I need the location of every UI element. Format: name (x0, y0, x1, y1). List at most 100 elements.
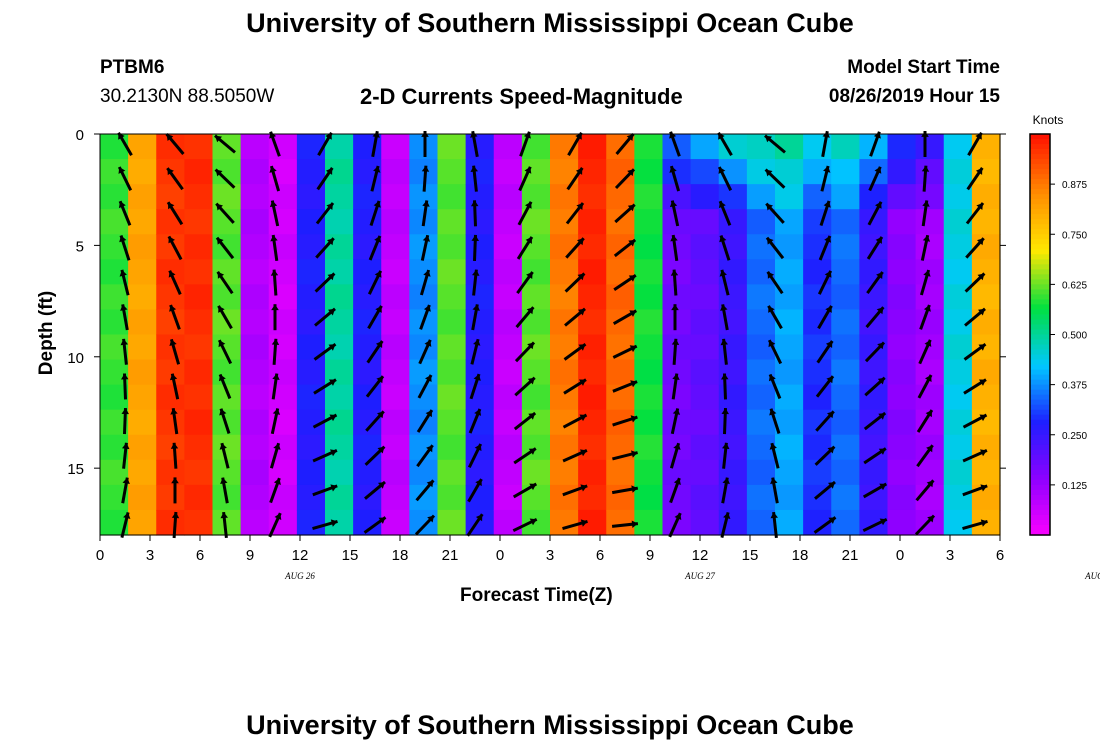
heatmap-cell (128, 384, 157, 411)
colorbar-segment (1030, 259, 1050, 265)
heatmap-cell (578, 384, 607, 411)
current-arrow-head (123, 512, 131, 519)
heatmap-cell (240, 434, 270, 461)
heatmap-cell (606, 209, 635, 235)
heatmap-cell (493, 484, 523, 511)
heatmap-cell (831, 284, 860, 311)
current-arrow-head (826, 376, 833, 384)
current-arrow-head (215, 169, 223, 177)
current-arrow-head (121, 373, 129, 380)
current-arrow-head (374, 270, 382, 278)
colorbar-tick-label: 0.625 (1062, 280, 1087, 291)
colorbar-segment (1030, 519, 1050, 526)
colorbar-segment (1030, 204, 1050, 210)
heatmap-cell (915, 159, 945, 185)
colorbar-segment (1030, 509, 1050, 516)
heatmap-cell (775, 234, 804, 260)
heatmap-cell (578, 134, 607, 160)
current-arrow-head (121, 408, 129, 415)
heatmap-cell (184, 384, 214, 411)
heatmap-cell (634, 259, 664, 285)
current-arrow-head (720, 304, 728, 311)
current-arrow-head (673, 443, 681, 450)
heatmap-cell (831, 259, 860, 285)
heatmap-cell (803, 384, 832, 411)
heatmap-cell (578, 409, 607, 436)
heatmap-cell (128, 484, 157, 511)
current-arrow-head (824, 270, 832, 278)
current-arrow-head (823, 166, 831, 173)
heatmap-cell (943, 134, 973, 160)
colorbar-segment (1030, 254, 1050, 260)
x-tick-label: 12 (292, 547, 309, 564)
heatmap-cell (296, 209, 326, 235)
heatmap-cell (550, 384, 579, 411)
heatmap-cell (268, 284, 298, 311)
current-arrow-head (217, 237, 224, 245)
heatmap-cell (606, 334, 635, 361)
heatmap-cell (859, 459, 889, 486)
heatmap-cell (634, 134, 664, 160)
heatmap-cell (971, 359, 1001, 386)
current-arrow-head (472, 304, 480, 311)
current-arrow-head (721, 373, 729, 380)
current-arrow-head (578, 344, 586, 351)
heatmap-cell (521, 359, 551, 386)
heatmap-cell (437, 134, 467, 160)
current-arrow-head (528, 413, 536, 420)
heatmap-cell (437, 509, 467, 536)
colorbar-segment (1030, 394, 1050, 401)
colorbar-segment (1030, 439, 1050, 446)
heatmap-cell (887, 159, 917, 185)
heatmap-cell (662, 334, 692, 361)
colorbar-segment (1030, 299, 1050, 306)
station-coordinates: 30.2130N 88.5050W (100, 86, 275, 107)
colorbar-segment (1030, 424, 1050, 431)
heatmap-cell (887, 434, 917, 461)
heatmap-cell (521, 209, 551, 235)
heatmap-cell (128, 359, 157, 386)
y-tick-label: 10 (67, 350, 84, 367)
current-arrow-head (378, 482, 385, 489)
heatmap-cell (915, 209, 945, 235)
heatmap-cell (353, 359, 382, 386)
current-arrow-head (827, 446, 835, 454)
current-arrow-head (271, 338, 280, 345)
current-arrow-head (629, 310, 637, 317)
heatmap-cell (296, 284, 326, 311)
heatmap-cell (578, 259, 607, 285)
heatmap-cell (690, 384, 720, 411)
current-arrow-head (375, 305, 382, 313)
heatmap-cell (775, 159, 804, 185)
heatmap-cell (268, 334, 298, 361)
current-arrow-head (672, 408, 681, 415)
current-arrow-head (218, 340, 226, 348)
heatmap-cell (887, 234, 917, 260)
colorbar-segment (1030, 144, 1050, 150)
heatmap-cell (184, 234, 214, 260)
heatmap-cell (634, 509, 664, 536)
heatmap-cell (156, 484, 185, 511)
current-arrow-head (473, 374, 481, 381)
heatmap-cell (578, 284, 607, 311)
heatmap-cell (606, 359, 635, 386)
heatmap-cell (156, 384, 185, 411)
heatmap-cell (634, 359, 664, 386)
heatmap-cell (887, 309, 917, 336)
heatmap-cell (381, 484, 410, 511)
heatmap-cell (746, 509, 776, 536)
current-arrow-head (424, 339, 432, 347)
colorbar-segment (1030, 384, 1050, 391)
current-arrow-head (527, 377, 535, 385)
heatmap-cell (240, 484, 270, 511)
current-arrow-head (720, 338, 728, 346)
current-arrow-head (421, 165, 430, 172)
current-arrow-head (170, 442, 179, 449)
heatmap-cell (437, 334, 467, 361)
current-arrow-head (271, 304, 279, 311)
current-arrow-head (377, 411, 384, 419)
colorbar-segment (1030, 464, 1050, 471)
current-arrow-head (768, 340, 776, 348)
heatmap-cell (493, 259, 523, 285)
current-arrow-head (671, 338, 680, 345)
